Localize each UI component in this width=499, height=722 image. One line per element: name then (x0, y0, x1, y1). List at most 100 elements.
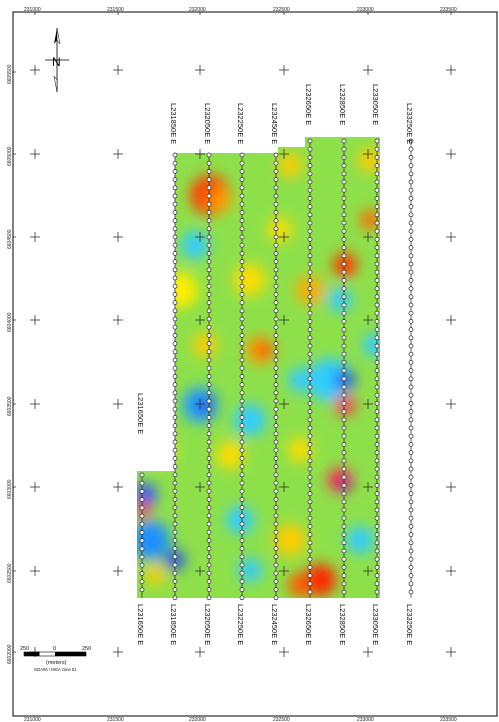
survey-station (374, 179, 380, 185)
survey-station (206, 382, 212, 387)
survey-station (172, 579, 178, 584)
survey-station (172, 562, 178, 568)
survey-station (341, 515, 347, 521)
survey-station (273, 497, 279, 502)
survey-station (139, 530, 145, 535)
survey-station (206, 472, 212, 478)
survey-station (139, 571, 145, 576)
survey-station (374, 237, 380, 242)
line-label-bottom: L231850E E (169, 604, 178, 645)
survey-station (341, 204, 347, 209)
survey-station (172, 316, 178, 322)
survey-station (374, 343, 380, 349)
survey-station (206, 570, 212, 576)
survey-station (408, 351, 414, 357)
line-label-bottom: L232850E E (338, 604, 347, 645)
survey-station (307, 335, 313, 341)
line-label-bottom: L233250E E (405, 604, 414, 645)
survey-station (239, 415, 245, 420)
survey-station (172, 259, 178, 264)
survey-station (374, 228, 380, 234)
survey-station (239, 210, 245, 215)
survey-station (307, 261, 313, 267)
survey-station (341, 384, 347, 390)
survey-station (341, 483, 347, 488)
survey-station (307, 483, 313, 488)
survey-station (408, 589, 414, 595)
survey-station (408, 384, 414, 390)
survey-station (206, 390, 212, 396)
survey-station (307, 376, 313, 382)
survey-station (341, 138, 347, 144)
survey-station (374, 507, 380, 513)
survey-station (374, 286, 380, 291)
survey-station (408, 294, 414, 300)
survey-station (273, 160, 279, 166)
scale-bar: 250 0 250 (meters) GDA94 / MGA zone 51 (20, 646, 91, 672)
survey-station (206, 152, 212, 158)
survey-station (307, 269, 313, 275)
survey-station (172, 308, 178, 314)
survey-station (239, 439, 245, 445)
grid-anomaly (346, 526, 374, 554)
survey-station (341, 278, 347, 283)
northing-tick-left: 6602500 (7, 563, 13, 583)
survey-station (374, 524, 380, 529)
survey-station (206, 505, 212, 510)
survey-station (374, 310, 380, 316)
survey-station (374, 261, 380, 267)
survey-station (408, 524, 414, 529)
easting-tick-bottom: 232000 (189, 717, 206, 722)
survey-station (374, 565, 380, 570)
survey-station (273, 513, 279, 519)
survey-station (307, 581, 313, 587)
survey-station (341, 573, 347, 578)
survey-station (273, 365, 279, 371)
survey-station (239, 275, 245, 281)
survey-station (374, 425, 380, 431)
survey-station (239, 398, 245, 404)
survey-station (206, 464, 212, 469)
survey-station (374, 204, 380, 209)
survey-station (172, 554, 178, 560)
survey-station (341, 237, 347, 242)
survey-station (341, 401, 347, 406)
survey-station (273, 324, 279, 330)
survey-station (307, 565, 313, 570)
survey-station (408, 138, 414, 144)
survey-station (172, 595, 178, 601)
survey-station (273, 488, 279, 494)
survey-station (408, 507, 414, 513)
survey-station (408, 442, 414, 447)
grid-anomaly (238, 558, 262, 582)
survey-station (273, 472, 279, 478)
grid-anomaly (268, 218, 292, 242)
survey-station (307, 474, 313, 480)
survey-station (172, 456, 178, 461)
survey-station (408, 376, 414, 382)
survey-station (206, 513, 212, 519)
survey-station (307, 286, 313, 291)
survey-station (374, 376, 380, 382)
survey-station (239, 456, 245, 461)
survey-station (273, 431, 279, 437)
survey-station (341, 466, 347, 472)
survey-station (374, 392, 380, 398)
survey-station (206, 308, 212, 314)
survey-station (307, 573, 313, 578)
survey-station (239, 341, 245, 346)
survey-station (341, 491, 347, 496)
survey-station (408, 319, 414, 324)
north-arrow-label: N (52, 55, 61, 69)
survey-station (273, 579, 279, 584)
survey-station (374, 294, 380, 300)
survey-station (307, 327, 313, 332)
survey-station (206, 521, 212, 527)
survey-station (341, 392, 347, 398)
survey-station (239, 546, 245, 551)
northing-tick-left: 6605000 (7, 146, 13, 166)
survey-station (206, 374, 212, 379)
survey-station (408, 327, 414, 332)
survey-station (239, 390, 245, 396)
